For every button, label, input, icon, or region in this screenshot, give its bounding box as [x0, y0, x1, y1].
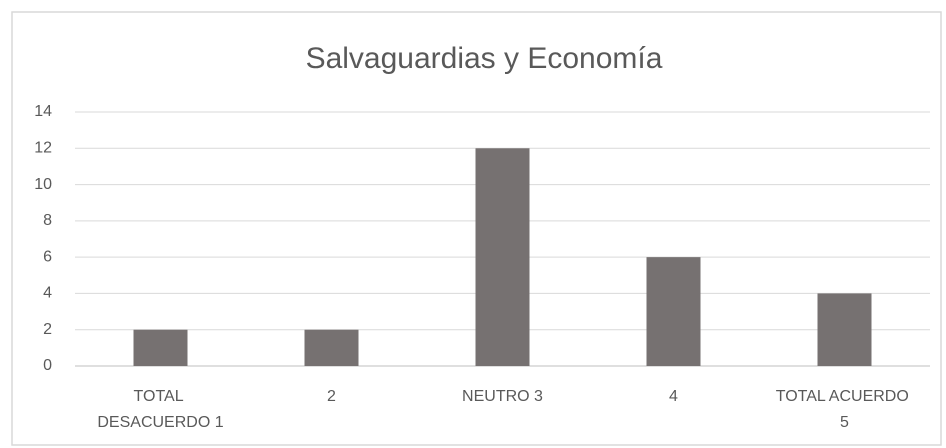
x-tick-label: TOTAL DESACUERDO 1	[97, 388, 223, 431]
x-tick-label: 4	[669, 388, 678, 405]
y-tick-label: 8	[43, 212, 52, 229]
chart-title: Salvaguardias y Economía	[306, 42, 663, 75]
bar	[133, 329, 188, 366]
y-tick-label: 0	[43, 357, 52, 374]
bar	[817, 293, 872, 366]
bar	[475, 148, 530, 366]
x-tick-label: 2	[327, 388, 336, 405]
y-tick-label: 2	[43, 321, 52, 338]
y-tick-label: 10	[34, 176, 52, 193]
x-tick-label: TOTAL ACUERDO 5	[776, 388, 914, 431]
y-tick-label: 6	[43, 248, 52, 265]
bar	[304, 329, 359, 366]
y-tick-label: 12	[34, 140, 52, 157]
bar	[646, 257, 701, 366]
y-tick-label: 14	[34, 103, 52, 120]
x-tick-label: NEUTRO 3	[462, 388, 543, 405]
y-tick-label: 4	[43, 285, 52, 302]
